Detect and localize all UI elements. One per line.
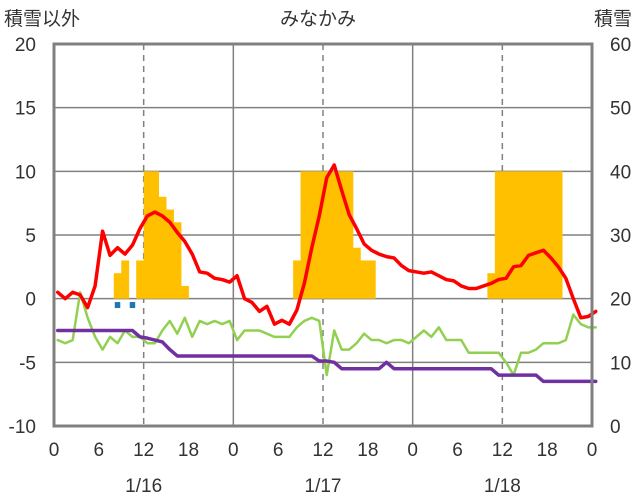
plot-frame bbox=[52, 42, 594, 428]
precip-marker bbox=[114, 302, 121, 309]
snowfall-bar bbox=[173, 222, 182, 299]
snowfall-bar bbox=[337, 171, 346, 299]
y-tick-right: 30 bbox=[610, 226, 631, 247]
x-tick: 6 bbox=[94, 440, 105, 461]
x-tick: 0 bbox=[587, 440, 598, 461]
snowfall-bar bbox=[345, 171, 354, 299]
snowfall-bars bbox=[113, 171, 563, 299]
pressure-line bbox=[55, 328, 598, 384]
snowfall-bar bbox=[166, 209, 174, 299]
snowfall-bar bbox=[547, 171, 556, 299]
y-tick-left: -10 bbox=[9, 417, 36, 438]
snowfall-bar bbox=[494, 171, 503, 299]
snowfall-bar bbox=[121, 260, 130, 299]
right-axis-title: 積雪 bbox=[594, 8, 632, 30]
left-axis-title: 積雪以外 bbox=[4, 8, 80, 30]
x-tick: 6 bbox=[273, 440, 284, 461]
date-label: 1/17 bbox=[305, 476, 342, 497]
x-tick: 0 bbox=[49, 440, 60, 461]
snowfall-bar bbox=[367, 260, 376, 299]
y-tick-left: 20 bbox=[15, 35, 36, 56]
y-tick-left: 15 bbox=[15, 99, 36, 120]
snowfall-bar bbox=[136, 260, 145, 299]
x-tick: 18 bbox=[357, 440, 378, 461]
snowfall-bar bbox=[352, 247, 361, 299]
data-lines bbox=[55, 163, 598, 384]
x-tick: 18 bbox=[178, 440, 199, 461]
y-tick-right: 50 bbox=[610, 99, 631, 120]
snowfall-bar bbox=[539, 171, 548, 299]
y-tick-right: 10 bbox=[610, 353, 631, 374]
x-tick: 12 bbox=[133, 440, 154, 461]
x-tick: 0 bbox=[228, 440, 239, 461]
x-axis-ticks: 0 6 12 18 0 6 12 18 0 6 12 18 0 bbox=[49, 440, 598, 461]
snowfall-bar bbox=[293, 260, 301, 299]
x-tick: 0 bbox=[407, 440, 418, 461]
y-tick-left: 0 bbox=[25, 290, 36, 311]
date-label: 1/18 bbox=[484, 476, 521, 497]
snowfall-bar bbox=[502, 171, 511, 299]
snowfall-bar bbox=[143, 171, 152, 299]
y-tick-right: 20 bbox=[610, 290, 631, 311]
snowfall-bar bbox=[308, 171, 316, 299]
x-tick: 6 bbox=[452, 440, 463, 461]
snowfall-bar bbox=[113, 273, 122, 299]
x-tick: 12 bbox=[312, 440, 333, 461]
y-tick-left: -5 bbox=[19, 353, 36, 374]
y-tick-right: 40 bbox=[610, 162, 631, 183]
snowfall-bar bbox=[181, 285, 189, 299]
y-axis-right-ticks: 60 50 40 30 20 10 0 bbox=[610, 35, 631, 438]
snowfall-bar bbox=[315, 171, 324, 299]
precip-marker bbox=[129, 302, 136, 309]
date-labels: 1/16 1/17 1/18 bbox=[125, 476, 521, 497]
snowfall-bar bbox=[360, 260, 369, 299]
snowfall-bar bbox=[300, 171, 309, 299]
y-tick-right: 60 bbox=[610, 35, 631, 56]
snowfall-bar bbox=[151, 171, 160, 299]
y-tick-left: 10 bbox=[15, 162, 36, 183]
x-tick: 12 bbox=[492, 440, 513, 461]
x-tick: 18 bbox=[537, 440, 558, 461]
precipitation-markers bbox=[114, 302, 136, 309]
chart-title: みなかみ bbox=[280, 9, 356, 30]
snowfall-bar bbox=[532, 171, 541, 299]
snowfall-bar bbox=[517, 171, 526, 299]
snowfall-bar bbox=[487, 273, 496, 299]
y-axis-left-ticks: 20 15 10 5 0 -5 -10 bbox=[9, 35, 36, 438]
date-label: 1/16 bbox=[125, 476, 162, 497]
snowfall-bar bbox=[158, 196, 167, 299]
snowfall-bar bbox=[323, 171, 331, 299]
y-tick-right: 0 bbox=[610, 417, 621, 438]
snowfall-bar bbox=[554, 171, 563, 299]
snowfall-bar bbox=[330, 171, 339, 299]
temperature-line bbox=[55, 163, 598, 326]
humidity-line bbox=[56, 291, 597, 377]
y-tick-left: 5 bbox=[25, 226, 36, 247]
snowfall-bar bbox=[509, 171, 518, 299]
snowfall-bar bbox=[524, 171, 533, 299]
